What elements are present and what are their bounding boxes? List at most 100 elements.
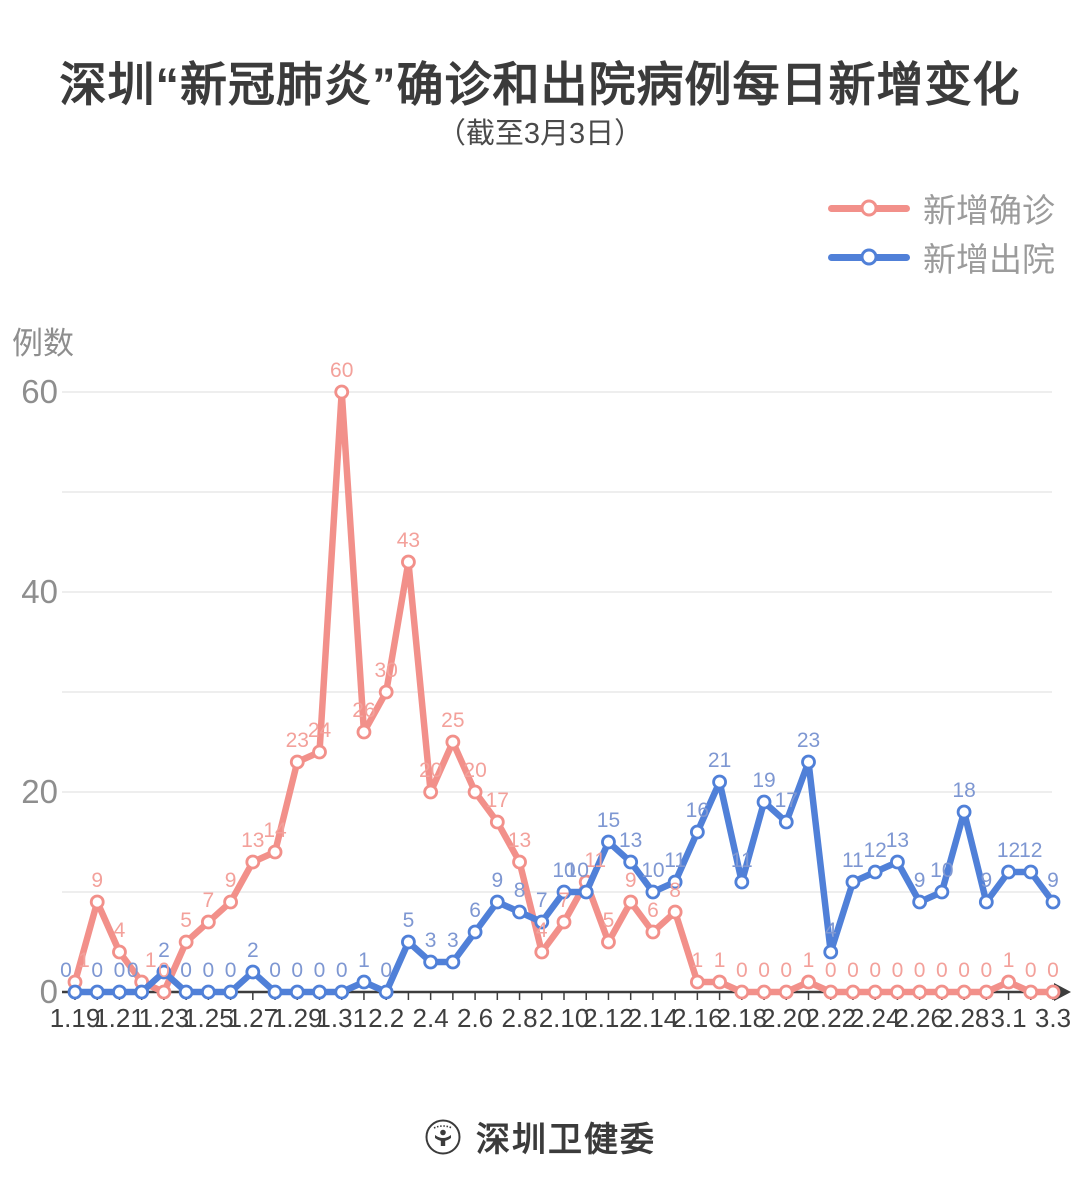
- svg-text:8: 8: [514, 879, 526, 902]
- svg-text:2.2: 2.2: [368, 1003, 404, 1033]
- svg-text:2.14: 2.14: [628, 1003, 679, 1033]
- svg-text:12: 12: [864, 839, 887, 862]
- svg-text:5: 5: [180, 909, 192, 932]
- svg-text:0: 0: [1025, 959, 1037, 982]
- svg-text:0: 0: [314, 959, 326, 982]
- svg-text:9: 9: [625, 869, 637, 892]
- svg-text:0: 0: [114, 959, 126, 982]
- svg-text:1.31: 1.31: [316, 1003, 367, 1033]
- svg-text:0: 0: [225, 959, 237, 982]
- svg-text:9: 9: [1047, 869, 1059, 892]
- svg-text:0: 0: [736, 959, 748, 982]
- svg-text:23: 23: [286, 729, 309, 752]
- svg-text:11: 11: [584, 849, 606, 872]
- svg-text:1: 1: [358, 949, 370, 972]
- svg-text:2.10: 2.10: [539, 1003, 590, 1033]
- svg-text:0: 0: [936, 959, 948, 982]
- svg-text:3: 3: [447, 929, 459, 952]
- svg-text:2: 2: [158, 939, 170, 962]
- svg-text:4: 4: [825, 919, 837, 942]
- svg-text:1.19: 1.19: [50, 1003, 101, 1033]
- svg-text:0: 0: [203, 959, 215, 982]
- svg-text:0: 0: [291, 959, 303, 982]
- svg-text:13: 13: [508, 829, 531, 852]
- svg-text:0: 0: [40, 973, 58, 1010]
- svg-text:15: 15: [597, 809, 620, 832]
- svg-text:24: 24: [308, 719, 332, 742]
- page-title: 深圳“新冠肺炎”确诊和出院病例每日新增变化: [59, 58, 1021, 111]
- svg-text:2.16: 2.16: [672, 1003, 723, 1033]
- svg-text:2.22: 2.22: [805, 1003, 856, 1033]
- svg-text:17: 17: [486, 789, 509, 812]
- svg-text:1.27: 1.27: [228, 1003, 279, 1033]
- svg-text:2.20: 2.20: [761, 1003, 812, 1033]
- y-axis-title: 例数: [12, 326, 74, 361]
- svg-text:13: 13: [619, 829, 642, 852]
- svg-text:0: 0: [847, 959, 859, 982]
- svg-text:1.23: 1.23: [139, 1003, 190, 1033]
- svg-text:1: 1: [692, 949, 704, 972]
- svg-text:0: 0: [60, 959, 72, 982]
- svg-text:1: 1: [1003, 949, 1015, 972]
- svg-text:7: 7: [203, 889, 215, 912]
- svg-text:10: 10: [566, 859, 589, 882]
- svg-text:17: 17: [775, 789, 798, 812]
- legend-line-discharged-icon: [828, 248, 910, 266]
- svg-text:7: 7: [558, 889, 570, 912]
- svg-text:4: 4: [536, 919, 548, 942]
- svg-text:7: 7: [536, 889, 548, 912]
- svg-text:43: 43: [397, 529, 420, 552]
- svg-text:1.29: 1.29: [272, 1003, 323, 1033]
- svg-text:0: 0: [758, 959, 770, 982]
- svg-text:11: 11: [842, 849, 864, 872]
- svg-text:13: 13: [886, 829, 909, 852]
- svg-text:2: 2: [247, 939, 259, 962]
- svg-text:0: 0: [869, 959, 881, 982]
- legend: 新增确诊 新增出院: [828, 190, 1055, 278]
- svg-text:16: 16: [686, 799, 709, 822]
- svg-text:9: 9: [914, 869, 926, 892]
- svg-text:2.18: 2.18: [717, 1003, 768, 1033]
- svg-text:1: 1: [145, 949, 157, 972]
- svg-text:19: 19: [752, 769, 775, 792]
- svg-text:2.4: 2.4: [413, 1003, 449, 1033]
- svg-text:2.24: 2.24: [850, 1003, 901, 1033]
- svg-text:0: 0: [91, 959, 103, 982]
- svg-text:2.8: 2.8: [501, 1003, 537, 1033]
- svg-text:1.21: 1.21: [94, 1003, 145, 1033]
- svg-text:1.25: 1.25: [183, 1003, 234, 1033]
- page-subtitle: （截至3月3日）: [436, 118, 644, 150]
- svg-text:11: 11: [664, 849, 686, 872]
- svg-text:25: 25: [441, 709, 464, 732]
- svg-text:13: 13: [241, 829, 264, 852]
- svg-text:0: 0: [1047, 959, 1059, 982]
- svg-text:10: 10: [930, 859, 953, 882]
- svg-text:10: 10: [641, 859, 664, 882]
- svg-text:6: 6: [469, 899, 481, 922]
- svg-text:60: 60: [21, 373, 58, 410]
- svg-text:0: 0: [127, 959, 139, 982]
- svg-text:9: 9: [491, 869, 503, 892]
- svg-text:20: 20: [463, 759, 486, 782]
- svg-text:3.1: 3.1: [990, 1003, 1026, 1033]
- svg-text:26: 26: [352, 699, 375, 722]
- svg-text:0: 0: [958, 959, 970, 982]
- svg-text:12: 12: [1019, 839, 1042, 862]
- svg-text:23: 23: [797, 729, 820, 752]
- legend-item-confirmed: 新增确诊: [828, 190, 1055, 229]
- svg-text:8: 8: [669, 879, 681, 902]
- svg-text:0: 0: [980, 959, 992, 982]
- svg-text:0: 0: [914, 959, 926, 982]
- svg-text:0: 0: [336, 959, 348, 982]
- svg-text:9: 9: [980, 869, 992, 892]
- svg-text:21: 21: [708, 749, 731, 772]
- svg-text:1: 1: [803, 949, 815, 972]
- svg-text:1: 1: [78, 949, 90, 972]
- footer: 深圳卫健委: [0, 1112, 1080, 1161]
- svg-text:6: 6: [647, 899, 659, 922]
- svg-text:2.28: 2.28: [939, 1003, 990, 1033]
- svg-text:10: 10: [552, 859, 575, 882]
- svg-text:4: 4: [114, 919, 126, 942]
